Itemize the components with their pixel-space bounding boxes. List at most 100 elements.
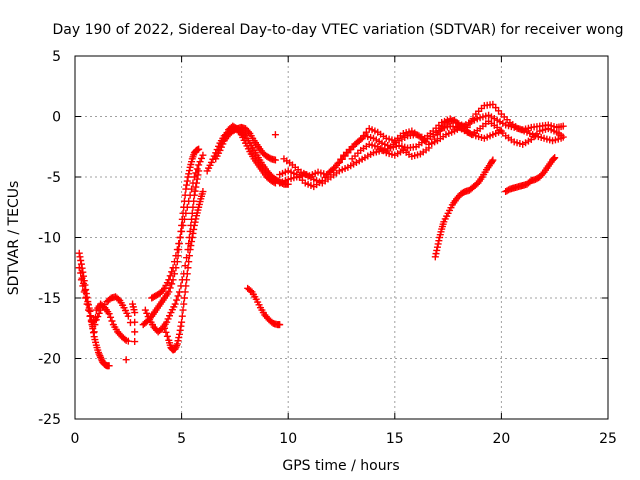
series-peak-b — [212, 123, 279, 164]
grid-lines — [75, 56, 608, 419]
data-point-plus — [183, 181, 191, 189]
data-point-plus — [114, 295, 122, 303]
data-point-plus — [77, 260, 85, 268]
data-point-plus — [164, 315, 172, 323]
chart-title: Day 190 of 2022, Sidereal Day-to-day VTE… — [53, 22, 624, 38]
data-point-plus — [185, 197, 193, 205]
x-tick-label: 20 — [492, 431, 510, 447]
data-point-plus — [175, 334, 183, 342]
data-point-plus — [357, 135, 365, 143]
data-point-plus — [105, 362, 113, 370]
data-point-plus — [96, 352, 104, 360]
data-point-plus — [178, 318, 186, 326]
data-point-plus — [131, 328, 139, 336]
data-point-plus — [75, 264, 83, 272]
x-tick-label: 0 — [71, 431, 80, 447]
data-point-plus — [190, 225, 198, 233]
data-point-plus — [87, 317, 95, 325]
series-low-segment — [244, 284, 284, 329]
data-point-plus — [162, 328, 170, 336]
data-point-plus — [83, 300, 91, 308]
data-point-plus — [276, 321, 284, 329]
data-point-plus — [169, 264, 177, 272]
data-point-plus — [108, 317, 116, 325]
data-point-plus — [181, 288, 189, 296]
data-point-plus — [197, 154, 205, 162]
data-point-plus — [90, 328, 98, 336]
data-point-plus — [185, 252, 193, 260]
data-point-plus — [159, 286, 167, 294]
data-point-plus — [97, 353, 105, 361]
data-point-plus — [189, 179, 197, 187]
data-point-plus — [193, 165, 201, 173]
data-point-plus — [432, 250, 440, 258]
data-point-plus — [177, 322, 185, 330]
series-band-4 — [348, 116, 567, 163]
data-point-plus — [189, 229, 197, 237]
data-point-plus — [191, 218, 199, 226]
data-point-plus — [174, 337, 182, 345]
data-point-plus — [188, 234, 196, 241]
data-point-plus — [180, 300, 188, 308]
data-point-plus — [80, 288, 88, 296]
data-point-plus — [431, 135, 439, 143]
data-point-plus — [166, 272, 174, 280]
data-point-plus — [559, 122, 567, 130]
data-point-plus — [121, 335, 129, 343]
data-point-plus — [79, 282, 87, 290]
data-point-plus — [489, 156, 497, 164]
data-point-plus — [92, 313, 100, 321]
data-point-plus — [436, 127, 444, 135]
data-point-plus — [433, 243, 441, 251]
series-recover-a — [431, 156, 497, 261]
data-point-plus — [191, 187, 199, 195]
data-point-plus — [183, 276, 191, 284]
data-point-plus — [550, 154, 558, 162]
data-point-plus — [549, 155, 557, 163]
data-point-plus — [435, 237, 443, 245]
series-single — [271, 131, 279, 139]
data-point-plus — [539, 170, 547, 178]
y-tick-label: -20 — [38, 352, 61, 368]
data-point-plus — [174, 292, 182, 300]
data-point-plus — [195, 161, 203, 169]
data-point-plus — [105, 310, 113, 318]
data-point-plus — [188, 238, 196, 246]
data-point-plus — [180, 294, 188, 302]
data-point-plus — [161, 324, 169, 332]
data-point-plus — [171, 345, 179, 353]
data-point-plus — [77, 256, 85, 264]
y-tick-label: 0 — [52, 110, 61, 126]
data-point-plus — [163, 332, 171, 340]
data-point-plus — [107, 313, 115, 321]
data-point-plus — [337, 155, 345, 163]
data-point-plus — [173, 296, 181, 304]
data-point-plus — [559, 133, 567, 141]
data-point-plus — [192, 215, 200, 223]
data-point-plus — [176, 234, 184, 241]
data-point-plus — [75, 249, 83, 257]
y-tick-label: -5 — [47, 170, 61, 186]
y-tick-label: 5 — [52, 49, 61, 65]
data-point-plus — [207, 158, 215, 166]
series-rise-b — [141, 167, 203, 336]
data-point-plus — [362, 128, 370, 136]
data-point-plus — [178, 227, 186, 235]
data-point-plus — [86, 312, 94, 320]
data-point-plus — [172, 343, 180, 351]
data-point-plus — [95, 350, 103, 358]
data-point-plus — [168, 280, 176, 288]
data-point-plus — [192, 169, 200, 177]
x-tick-label: 25 — [599, 431, 617, 447]
data-point-plus — [165, 288, 173, 296]
data-point-plus — [77, 269, 85, 277]
series-track-c — [77, 276, 130, 344]
data-point-plus — [428, 140, 436, 148]
data-point-plus — [131, 318, 139, 326]
data-point-plus — [270, 178, 278, 186]
data-point-plus — [94, 348, 102, 356]
data-point-plus — [185, 170, 193, 178]
data-point-plus — [175, 330, 183, 338]
data-point-plus — [178, 312, 186, 320]
